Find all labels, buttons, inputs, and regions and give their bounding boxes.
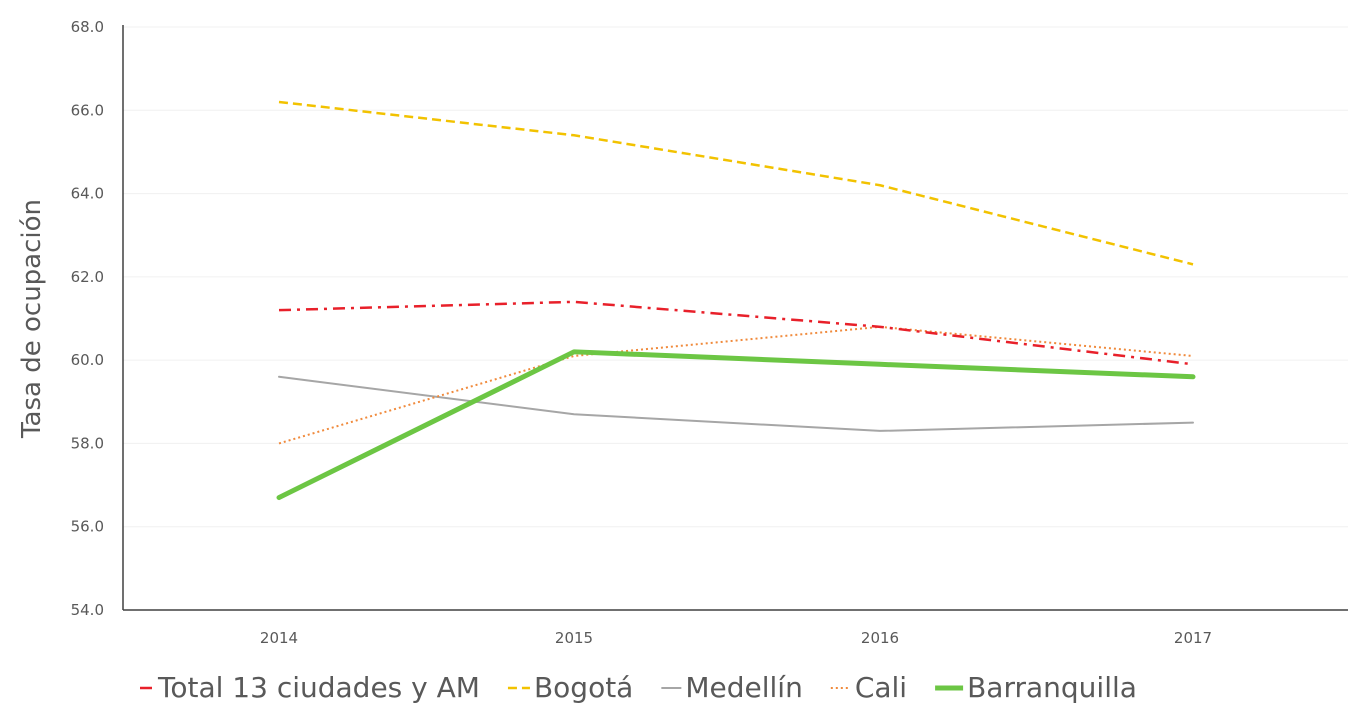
legend-item: Barranquilla xyxy=(935,671,1137,704)
y-tick-label: 58.0 xyxy=(71,434,104,452)
x-tick-label: 2014 xyxy=(260,629,298,647)
series-lines xyxy=(279,102,1193,498)
legend-label: Medellín xyxy=(685,671,802,704)
x-tick-labels: 2014 2015 2016 2017 xyxy=(260,629,1212,647)
series-line-total-13-ciudades-y-am xyxy=(279,302,1193,364)
y-tick-label: 56.0 xyxy=(71,518,104,536)
series-line-barranquilla xyxy=(279,352,1193,498)
y-tick-label: 64.0 xyxy=(71,185,104,203)
gridlines xyxy=(123,27,1348,527)
y-tick-labels: 54.0 56.0 58.0 60.0 62.0 64.0 66.0 68.0 xyxy=(71,18,104,619)
y-tick-label: 68.0 xyxy=(71,18,104,36)
legend-label: Barranquilla xyxy=(967,671,1137,704)
legend-label: Bogotá xyxy=(534,671,633,704)
legend-item: Bogotá xyxy=(508,671,633,704)
y-tick-label: 66.0 xyxy=(71,101,104,119)
legend-item: Medellín xyxy=(661,671,802,704)
axes xyxy=(123,25,1348,610)
y-axis-title: Tasa de ocupación xyxy=(17,199,47,439)
series-line-medell-n xyxy=(279,377,1193,431)
legend-item: Cali xyxy=(831,671,907,704)
series-line-bogot- xyxy=(279,102,1193,264)
x-tick-label: 2015 xyxy=(555,629,593,647)
legend: Total 13 ciudades y AM Bogotá Medellín Cali… xyxy=(140,671,1137,704)
legend-label: Cali xyxy=(855,671,907,704)
x-tick-label: 2017 xyxy=(1174,629,1212,647)
y-tick-label: 62.0 xyxy=(71,268,104,286)
y-tick-label: 54.0 xyxy=(71,601,104,619)
legend-item: Total 13 ciudades y AM xyxy=(140,671,480,704)
legend-label: Total 13 ciudades y AM xyxy=(157,671,480,704)
x-tick-label: 2016 xyxy=(861,629,899,647)
y-tick-label: 60.0 xyxy=(71,351,104,369)
